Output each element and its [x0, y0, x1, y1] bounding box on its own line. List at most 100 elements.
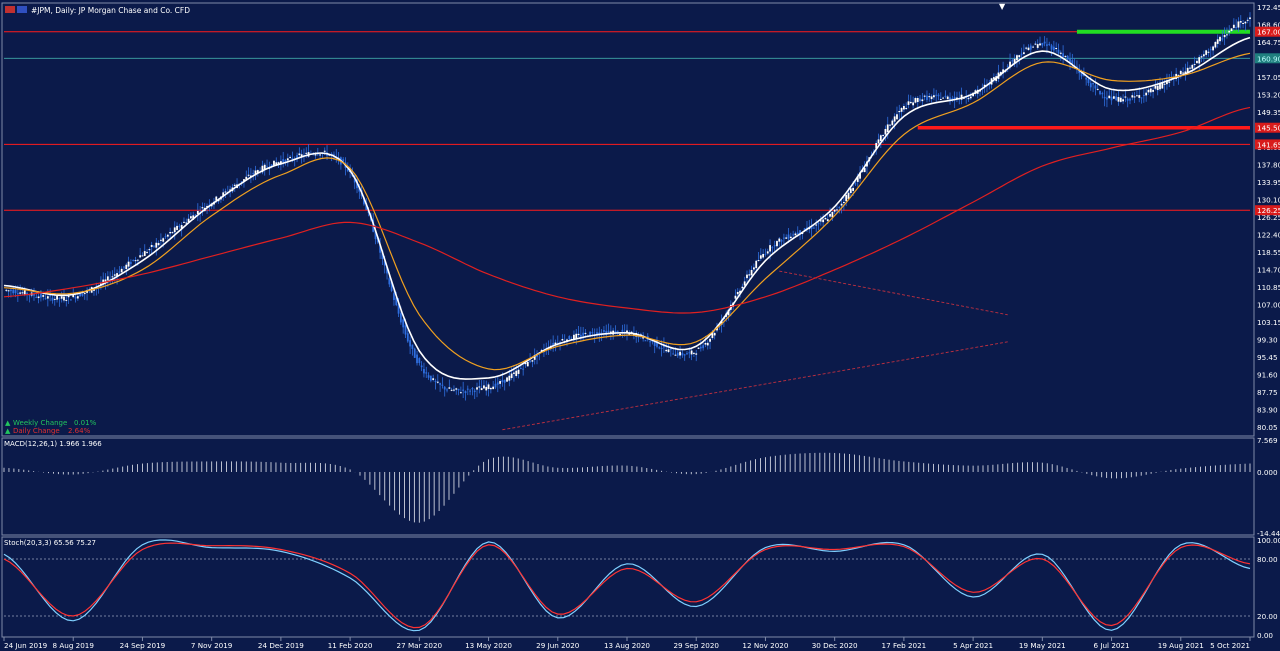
- candle-body: [102, 279, 105, 284]
- candle-body: [1066, 56, 1069, 60]
- candle-body: [690, 350, 693, 355]
- candle-body: [813, 227, 815, 229]
- triangle-upper-line[interactable]: [779, 270, 1008, 316]
- candle-body: [1034, 43, 1037, 45]
- price-tick-label: 83.90: [1257, 406, 1278, 415]
- candle-body: [942, 97, 945, 99]
- candle-body: [706, 342, 709, 346]
- candle-body: [432, 378, 435, 380]
- candle-body: [568, 336, 571, 340]
- candle-body: [1244, 21, 1247, 24]
- candle-body: [1099, 90, 1101, 95]
- candle-body: [912, 102, 915, 106]
- candle-body: [397, 304, 400, 314]
- candle-body: [1041, 42, 1044, 46]
- candle-body: [956, 97, 958, 99]
- date-tick-label: 8 Aug 2019: [52, 641, 94, 650]
- candle-body: [909, 101, 912, 104]
- level-tag-2: 126.25: [1257, 206, 1280, 215]
- stoch-tick-label: 80.00: [1257, 555, 1278, 564]
- candle-body: [842, 202, 845, 204]
- candle-body: [856, 176, 859, 182]
- candle-body: [1168, 81, 1171, 83]
- candle-body: [886, 124, 889, 133]
- candle-body: [764, 253, 767, 255]
- candle-body: [358, 187, 361, 192]
- candle-body: [879, 135, 882, 141]
- candle-body: [522, 368, 525, 370]
- candle-body: [187, 218, 190, 223]
- candle-body: [148, 249, 151, 251]
- candle-body: [496, 382, 499, 385]
- candle-body: [1133, 96, 1136, 98]
- candle-body: [164, 236, 167, 238]
- candle-body: [70, 299, 72, 301]
- candle-body: [651, 340, 654, 342]
- candle-body: [674, 354, 677, 356]
- candle-body: [649, 341, 651, 343]
- candle-body: [1022, 52, 1025, 54]
- date-tick-label: 7 Nov 2019: [191, 641, 233, 650]
- candle-body: [854, 183, 857, 185]
- candle-body: [476, 387, 478, 390]
- stoch-tick-label: 20.00: [1257, 612, 1278, 621]
- candle-body: [1101, 93, 1104, 95]
- price-tick-label: 110.85: [1257, 283, 1280, 292]
- price-tick-label: 91.60: [1257, 371, 1278, 380]
- price-tick-label: 164.75: [1257, 38, 1280, 47]
- candle-body: [1207, 51, 1210, 53]
- candle-body: [826, 219, 829, 222]
- candle-body: [653, 341, 656, 346]
- candle-body: [1087, 78, 1090, 84]
- candle-body: [282, 159, 285, 163]
- candle-body: [434, 380, 437, 382]
- price-axis: 172.45 168.60 164.75 160.90 157.05 153.20 149.…: [1255, 3, 1280, 432]
- candle-body: [1219, 36, 1221, 42]
- price-tick-label: 126.25: [1257, 213, 1280, 222]
- price-tick-label: 118.55: [1257, 248, 1280, 257]
- candle-body: [907, 101, 910, 105]
- level-tag-2-bg: [1255, 205, 1280, 216]
- candle-body: [769, 245, 771, 252]
- candle-body: [859, 172, 861, 179]
- candle-body: [681, 352, 684, 356]
- candle-body: [852, 187, 855, 191]
- stoch-line-1: [3, 542, 1251, 629]
- candle-body: [526, 361, 529, 367]
- candle-body: [1094, 85, 1097, 89]
- candle-body: [192, 215, 195, 220]
- candle-body: [473, 390, 476, 393]
- candle-body: [1159, 83, 1161, 90]
- candle-body: [420, 365, 423, 368]
- candle-body: [501, 380, 504, 383]
- teal-price-tag-bg: [1255, 53, 1280, 64]
- candle-body: [891, 120, 894, 126]
- price-tick-label: 95.45: [1257, 353, 1278, 362]
- candle-body: [746, 274, 748, 279]
- date-tick-label: 5 Oct 2021: [1210, 641, 1250, 650]
- candle-body: [93, 288, 95, 291]
- candle-body: [183, 221, 185, 223]
- candle-body: [702, 345, 705, 349]
- candle-body: [49, 295, 52, 297]
- triangle-lower-line[interactable]: [502, 341, 1008, 431]
- triangle-pattern[interactable]: [502, 270, 1008, 431]
- candle-body: [381, 250, 384, 260]
- candle-body: [333, 154, 335, 156]
- candle-body: [577, 333, 580, 336]
- candle-body: [630, 331, 633, 333]
- candle-body: [926, 95, 928, 101]
- candle-body: [923, 95, 926, 97]
- macd-title: MACD(12,26,1) 1.966 1.966: [4, 440, 102, 448]
- candle-body: [902, 106, 905, 110]
- candle-body: [529, 360, 531, 362]
- candle-body: [480, 388, 483, 391]
- candle-body: [406, 333, 409, 342]
- candle-body: [1036, 44, 1039, 48]
- candle-body: [104, 279, 107, 283]
- chart-shift-marker-icon[interactable]: ▼: [999, 2, 1006, 11]
- candle-body: [905, 107, 908, 109]
- stoch-line-0: [3, 539, 1251, 632]
- candle-body: [256, 170, 259, 173]
- weekly-change-value: 0.01%: [74, 419, 97, 427]
